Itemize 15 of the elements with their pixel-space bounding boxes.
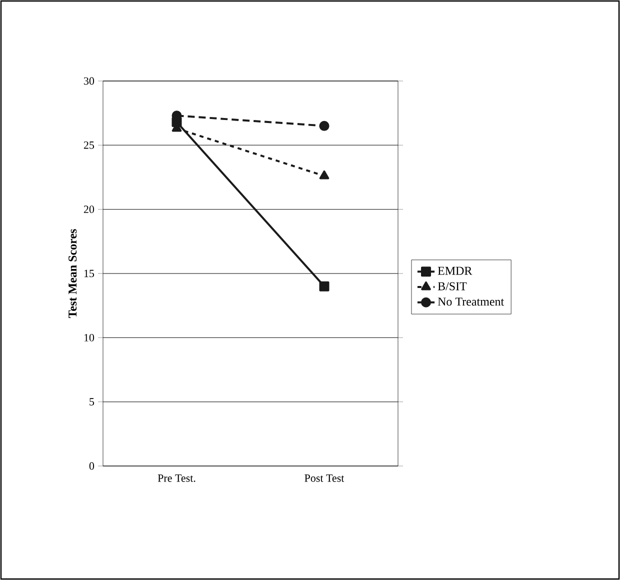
y-axis-title: Test Mean Scores	[68, 229, 77, 318]
y-tick-label: 30	[84, 77, 94, 85]
y-tick-label: 10	[84, 334, 94, 342]
y-tick-label: 20	[84, 206, 94, 214]
point	[319, 120, 330, 131]
x-tick-label: Pre Test.	[158, 474, 196, 482]
y-tick-label: 15	[84, 270, 94, 278]
legend-label: EMDR	[438, 266, 472, 275]
y-tick-label: 0	[89, 462, 94, 470]
legend-label: No Treatment	[438, 298, 504, 306]
x-tick-label: Post Test	[304, 474, 344, 482]
y-tick-label: 5	[90, 398, 94, 406]
legend-label: B/SIT	[438, 282, 467, 290]
y-tick-label: 25	[84, 141, 94, 149]
point	[319, 281, 330, 292]
